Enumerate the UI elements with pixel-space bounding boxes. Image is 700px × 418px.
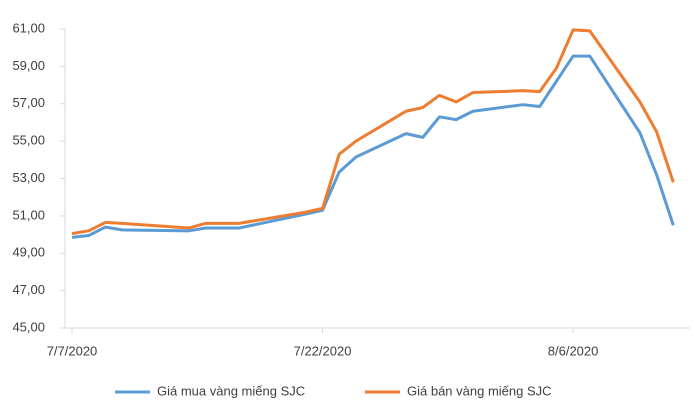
legend-label: Giá bán vàng miếng SJC [407, 383, 552, 398]
x-tick-label: 8/6/2020 [548, 343, 599, 358]
y-tick-label: 53,00 [12, 170, 45, 185]
y-tick-label: 61,00 [12, 20, 45, 35]
series-line [71, 54, 675, 239]
x-tick-label: 7/22/2020 [294, 343, 352, 358]
y-tick-label: 45,00 [12, 319, 45, 334]
y-tick-label: 57,00 [12, 95, 45, 110]
y-tick-label: 51,00 [12, 207, 45, 222]
x-tick-label: 7/7/2020 [47, 343, 98, 358]
y-tick-label: 55,00 [12, 133, 45, 148]
legend-label: Giá mua vàng miếng SJC [157, 383, 305, 398]
y-tick-label: 49,00 [12, 245, 45, 260]
y-tick-label: 59,00 [12, 58, 45, 73]
series-line [71, 28, 675, 236]
y-tick-label: 47,00 [12, 282, 45, 297]
